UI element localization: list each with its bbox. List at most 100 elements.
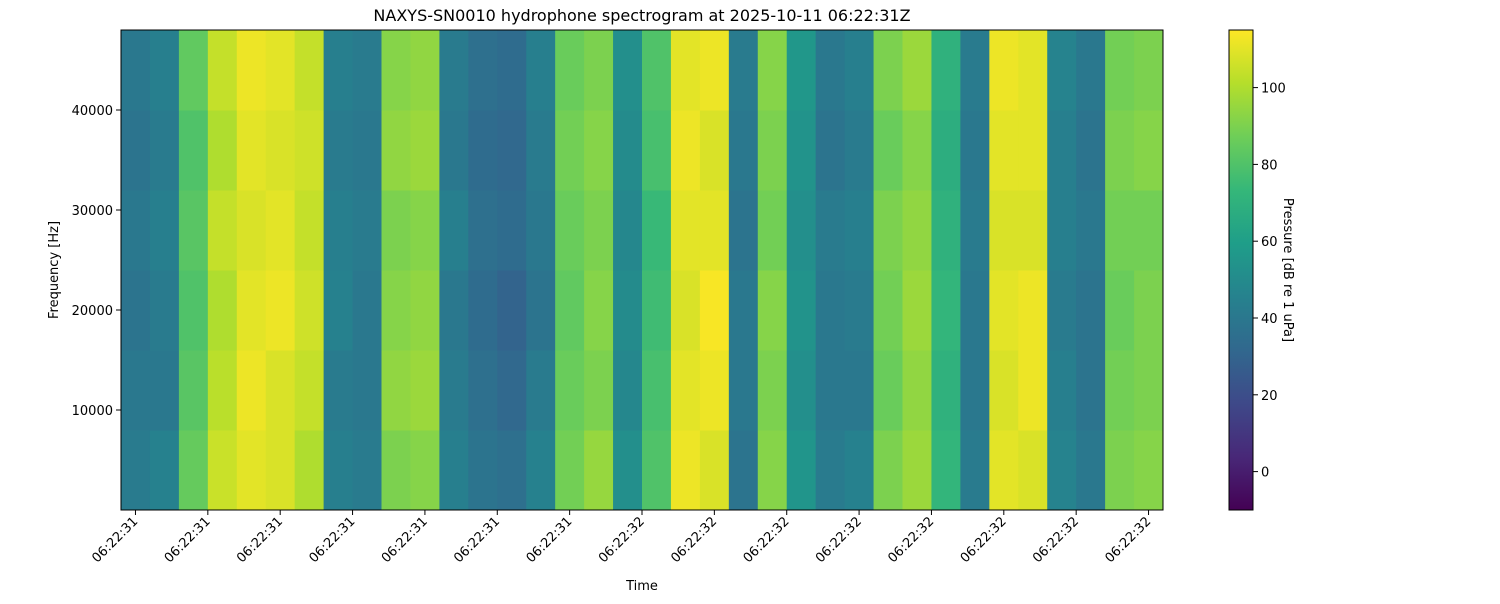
heatmap-cell [149, 430, 180, 511]
colorbar-label: Pressure [dB re 1 uPa] [1280, 198, 1295, 342]
heatmap-cell [989, 270, 1019, 351]
heatmap-cell [1105, 30, 1135, 111]
heatmap-cell [873, 350, 903, 431]
heatmap-cell [149, 350, 180, 431]
heatmap-cell [497, 270, 527, 351]
heatmap-cell [699, 30, 730, 111]
heatmap-cell [613, 430, 643, 511]
x-tick-label: 06:22:31 [306, 514, 358, 566]
heatmap-cell [844, 350, 875, 431]
heatmap-cell [1105, 110, 1135, 191]
heatmap-cell [207, 30, 238, 111]
heatmap-cell [1047, 30, 1077, 111]
heatmap-cell [613, 110, 643, 191]
heatmap-cell [1134, 350, 1164, 431]
heatmap-cell [786, 190, 817, 271]
heatmap-cell [902, 350, 932, 431]
heatmap-cell [642, 430, 672, 511]
y-axis-label: Frequency [Hz] [47, 221, 62, 319]
heatmap-cell [207, 190, 238, 271]
heatmap-cell [555, 350, 585, 431]
heatmap-cell [844, 30, 875, 111]
heatmap-cell [294, 270, 325, 351]
heatmap-cell [989, 350, 1019, 431]
x-tick-label: 06:22:32 [1102, 514, 1154, 566]
heatmap-cell [670, 350, 701, 431]
heatmap-cell [815, 30, 846, 111]
heatmap-cell [728, 350, 759, 431]
heatmap-cell [815, 350, 846, 431]
heatmap-cell [931, 110, 961, 191]
heatmap-cell [178, 110, 209, 191]
heatmap-cell [178, 190, 209, 271]
heatmap-cell [323, 430, 354, 511]
heatmap-cell [1134, 190, 1164, 271]
heatmap-cell [1047, 350, 1077, 431]
heatmap-cell [468, 430, 498, 511]
heatmap-cell [294, 110, 325, 191]
heatmap-cell [236, 190, 267, 271]
heatmap-cell [757, 350, 788, 431]
heatmap-cell [815, 190, 846, 271]
heatmap-cell [265, 430, 296, 511]
heatmap-cell [497, 190, 527, 271]
heatmap-cell [642, 190, 672, 271]
heatmap-cell [323, 270, 354, 351]
heatmap-cell [844, 110, 875, 191]
heatmap-cell [497, 30, 527, 111]
heatmap-cell [1047, 270, 1077, 351]
heatmap-cell [786, 270, 817, 351]
heatmap-cell [902, 30, 932, 111]
heatmap-cell [757, 430, 788, 511]
heatmap-cell [1076, 350, 1106, 431]
heatmap-cell [439, 430, 469, 511]
heatmap-cell [1105, 190, 1135, 271]
heatmap-cell [670, 430, 701, 511]
heatmap-cell [439, 190, 469, 271]
heatmap-cell [989, 110, 1019, 191]
heatmap-cell [699, 350, 730, 431]
y-tick-label: 20000 [72, 304, 113, 319]
heatmap-cell [670, 110, 701, 191]
heatmap-cell [960, 430, 990, 511]
heatmap-cell [381, 110, 411, 191]
heatmap-cell [178, 30, 209, 111]
heatmap-cell [931, 190, 961, 271]
heatmap-cell [1018, 190, 1048, 271]
heatmap-cell [584, 110, 614, 191]
heatmap-cell [265, 190, 296, 271]
heatmap-cell [468, 30, 498, 111]
heatmap-cell [642, 350, 672, 431]
heatmap-cell [526, 430, 556, 511]
heatmap-cell [989, 30, 1019, 111]
heatmap-cell [584, 270, 614, 351]
heatmap-cell [410, 30, 440, 111]
x-tick-label: 06:22:31 [234, 514, 286, 566]
heatmap-cell [960, 190, 990, 271]
heatmap-cell [497, 350, 527, 431]
heatmap-cell [728, 30, 759, 111]
heatmap-cell [381, 430, 411, 511]
heatmap-cell [178, 430, 209, 511]
heatmap-cell [265, 30, 296, 111]
heatmap-cell [1134, 270, 1164, 351]
heatmap-cell [757, 270, 788, 351]
heatmap-cell [439, 350, 469, 431]
heatmap-cell [410, 350, 440, 431]
colorbar [1228, 29, 1254, 511]
heatmap-cell [728, 190, 759, 271]
heatmap-cell [294, 30, 325, 111]
heatmap-cell [149, 190, 180, 271]
x-tick-label: 06:22:32 [668, 514, 720, 566]
heatmap-cell [352, 350, 382, 431]
heatmap-cell [207, 350, 238, 431]
heatmap-cell [699, 190, 730, 271]
heatmap-cell [728, 270, 759, 351]
heatmap-cell [931, 350, 961, 431]
heatmap-cell [642, 30, 672, 111]
heatmap-cell [1047, 190, 1077, 271]
heatmap-cell [526, 110, 556, 191]
heatmap-cell [555, 30, 585, 111]
heatmap-cell [497, 430, 527, 511]
